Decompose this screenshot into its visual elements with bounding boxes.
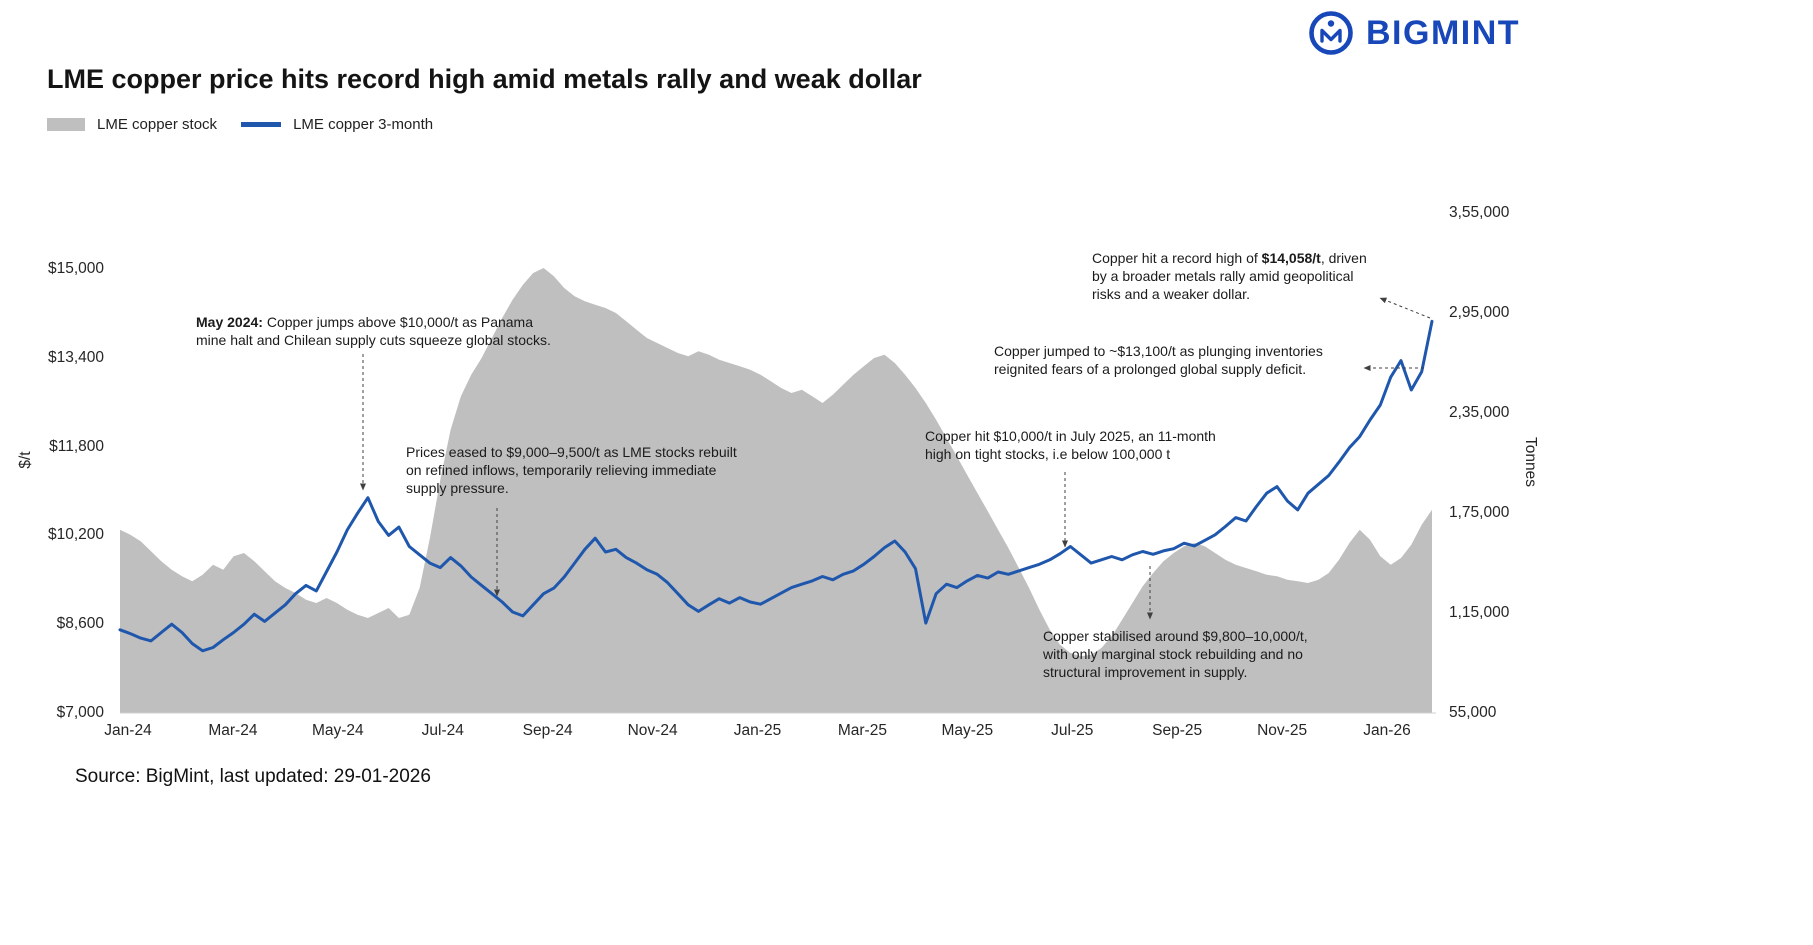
annotation-ann4: Copper stabilised around $9,800–10,000/t… — [1043, 628, 1308, 682]
price-line-series — [118, 319, 1434, 653]
y-axis-right-tick: 55,000 — [1449, 704, 1497, 721]
x-axis-tick: May-25 — [941, 722, 994, 739]
y-axis-left-tick: $11,800 — [49, 437, 104, 455]
y-axis-right-tick: 1,75,000 — [1449, 504, 1510, 521]
left-axis-title: $/t — [17, 451, 34, 469]
annotation-ann2-text: Prices eased to $9,000–9,500/t as LME st… — [406, 444, 737, 496]
legend-label-stock: LME copper stock — [97, 116, 218, 133]
annotation-ann6-text: Copper hit a record high of — [1092, 250, 1262, 266]
annotation-ann3: Copper hit $10,000/t in July 2025, an 11… — [925, 428, 1216, 464]
stock-area-series — [120, 268, 1432, 713]
legend-label-price: LME copper 3-month — [293, 116, 434, 133]
legend-swatch-price-icon — [241, 122, 282, 127]
annotation-ann6-bold-text: $14,058/t — [1261, 250, 1321, 266]
y-axis-left-tick: $10,200 — [47, 526, 104, 544]
y-axis-right-tick: 1,15,000 — [1449, 604, 1510, 621]
x-axis-tick: Mar-24 — [208, 722, 258, 739]
y-axis-left-tick: $13,400 — [47, 348, 104, 366]
y-axis-right-tick: 2,95,000 — [1449, 304, 1510, 321]
x-axis-tick: Nov-25 — [1257, 722, 1308, 739]
y-axis-left-tick: $8,600 — [56, 615, 104, 633]
bigmint-logo-text: BIGMINT — [1366, 13, 1521, 52]
annotation-ann6-text: , driven by a broader metals rally amid … — [1092, 250, 1367, 302]
x-axis-tick: Jul-25 — [1051, 722, 1094, 739]
y-axis-right-tick: 2,35,000 — [1449, 404, 1510, 421]
legend-item-stock: LME copper stock — [47, 116, 217, 133]
source-note: Source: BigMint, last updated: 29-01-202… — [75, 766, 431, 787]
annotation-ann1-bold-text: May 2024: — [196, 314, 263, 330]
x-axis-tick: Sep-25 — [1152, 722, 1203, 739]
annotation-ann3-text: Copper hit $10,000/t in July 2025, an 11… — [925, 428, 1216, 462]
annotation-ann1: May 2024: Copper jumps above $10,000/t a… — [196, 314, 551, 350]
y-axis-left-tick: $15,000 — [47, 260, 104, 277]
chart-title: LME copper price hits record high amid m… — [47, 64, 922, 94]
bigmint-logo-icon — [1309, 11, 1353, 55]
annotation-ann2: Prices eased to $9,000–9,500/t as LME st… — [406, 444, 737, 498]
x-axis-tick: Jan-26 — [1363, 722, 1411, 739]
legend-swatch-stock-icon — [47, 118, 85, 131]
annotation-ann5: Copper jumped to ~$13,100/t as plunging … — [994, 343, 1323, 379]
right-axis-title: Tonnes — [1522, 437, 1539, 487]
x-axis-tick: Jan-24 — [104, 722, 152, 739]
legend-item-price: LME copper 3-month — [241, 116, 433, 133]
x-axis-tick: Jan-25 — [733, 722, 782, 739]
y-axis-left-tick: $7,000 — [56, 704, 104, 721]
x-axis-tick: Sep-24 — [522, 722, 573, 739]
annotation-ann5-text: Copper jumped to ~$13,100/t as plunging … — [994, 343, 1323, 377]
bigmint-logo: BIGMINT — [1308, 10, 1520, 56]
y-axis-right-tick: 3,55,000 — [1449, 204, 1510, 221]
annotation-ann4-text: Copper stabilised around $9,800–10,000/t… — [1043, 628, 1308, 680]
x-axis-tick: Mar-25 — [837, 722, 887, 739]
annotation-ann6: Copper hit a record high of $14,058/t, d… — [1092, 250, 1367, 304]
annotation-arrow-ann6 — [1379, 297, 1431, 319]
x-axis-tick: Jul-24 — [421, 722, 464, 739]
annotation-ann1-text: Copper jumps above $10,000/t as Panama m… — [196, 314, 551, 348]
x-axis-tick: May-24 — [311, 722, 364, 739]
legend: LME copper stock LME copper 3-month — [47, 116, 433, 133]
x-axis-tick: Nov-24 — [627, 722, 678, 739]
